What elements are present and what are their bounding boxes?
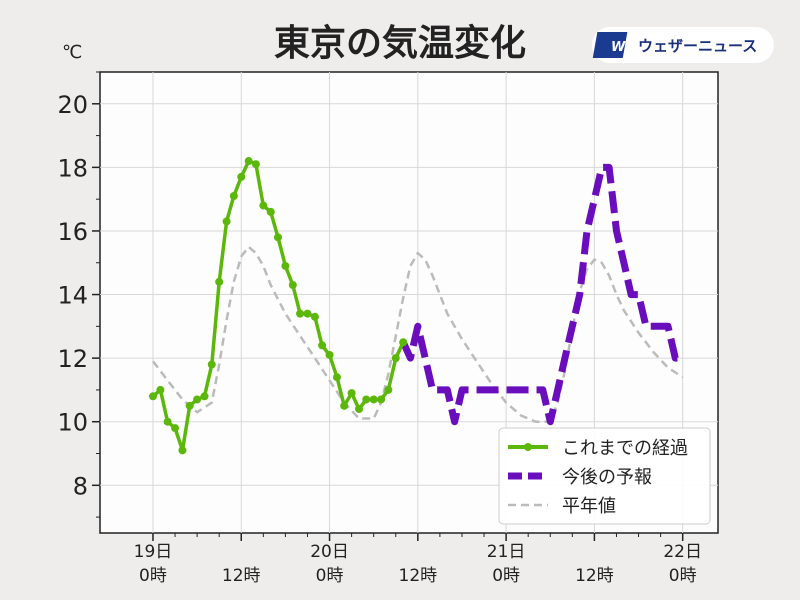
logo-badge xyxy=(592,27,774,63)
x-tick-date-label: 20日 xyxy=(310,542,349,562)
observed-point xyxy=(391,354,400,363)
observed-point xyxy=(178,446,187,455)
observed-point xyxy=(399,338,408,347)
observed-point xyxy=(215,277,224,286)
x-tick-hour-label: 0時 xyxy=(139,566,167,586)
y-tick-label: 16 xyxy=(57,218,88,246)
observed-point xyxy=(185,401,194,410)
observed-point xyxy=(369,395,378,404)
observed-point xyxy=(310,312,319,321)
observed-point xyxy=(163,417,172,426)
observed-point xyxy=(340,401,349,410)
legend-observed-label: これまでの経過 xyxy=(562,438,688,459)
x-tick-hour-label: 0時 xyxy=(316,566,344,586)
observed-point xyxy=(207,360,216,369)
x-tick-hour-label: 0時 xyxy=(669,566,697,586)
legend-observed-marker xyxy=(524,443,532,451)
y-unit-label: ℃ xyxy=(62,42,82,63)
x-tick-hour-label: 0時 xyxy=(492,566,520,586)
observed-point xyxy=(384,385,393,394)
legend-normal-label: 平年値 xyxy=(562,496,616,517)
observed-point xyxy=(171,424,180,433)
observed-point xyxy=(332,373,341,382)
observed-point xyxy=(251,160,260,169)
legend: これまでの経過 今後の予報 平年値 xyxy=(498,427,711,525)
y-tick-label: 18 xyxy=(57,154,88,182)
observed-point xyxy=(318,341,327,350)
x-tick-hour-label: 12時 xyxy=(399,566,438,586)
observed-point xyxy=(325,350,334,359)
observed-point xyxy=(266,207,275,216)
observed-point xyxy=(229,191,238,200)
y-tick-label: 10 xyxy=(57,409,88,437)
legend-forecast-label: 今後の予報 xyxy=(562,467,652,488)
observed-point xyxy=(259,201,268,210)
y-tick-label: 12 xyxy=(57,345,88,373)
series-layer xyxy=(148,157,684,455)
observed-point xyxy=(288,281,297,290)
logo-text: ウェザーニュース xyxy=(638,37,757,55)
y-tick-label: 14 xyxy=(57,282,88,310)
x-tick-hour-label: 12時 xyxy=(222,566,261,586)
series-forecast-line xyxy=(400,163,683,426)
observed-point xyxy=(377,395,386,404)
weathernews-logo: WN ウェザーニュース xyxy=(592,27,774,63)
observed-point xyxy=(281,261,290,270)
observed-point xyxy=(347,389,356,398)
y-tick-label: 20 xyxy=(57,91,88,119)
observed-point xyxy=(303,309,312,318)
logo-mark: WN xyxy=(611,40,636,55)
observed-point xyxy=(355,405,364,414)
observed-point xyxy=(156,385,165,394)
chart-title: 東京の気温変化 xyxy=(274,22,526,64)
x-tick-date-label: 19日 xyxy=(134,542,173,562)
observed-point xyxy=(222,217,231,226)
y-tick-label: 8 xyxy=(73,472,88,500)
observed-point xyxy=(273,233,282,242)
x-tick-date-label: 22日 xyxy=(663,542,702,562)
observed-point xyxy=(148,392,157,401)
observed-point xyxy=(244,157,253,166)
legend-box xyxy=(498,427,711,525)
observed-point xyxy=(237,172,246,181)
logo-mark-box xyxy=(592,32,628,58)
axes: 8 10 12 14 16 18 20 19日 0時 12時 20日 0時 12時 21日 0時 12時 22日… xyxy=(57,71,702,586)
observed-point xyxy=(362,395,371,404)
x-tick-date-label: 21日 xyxy=(487,542,526,562)
series-normal-line xyxy=(152,245,684,423)
observed-point xyxy=(200,392,209,401)
observed-point xyxy=(296,309,305,318)
x-tick-hour-label: 12時 xyxy=(575,566,614,586)
observed-point xyxy=(193,395,202,404)
